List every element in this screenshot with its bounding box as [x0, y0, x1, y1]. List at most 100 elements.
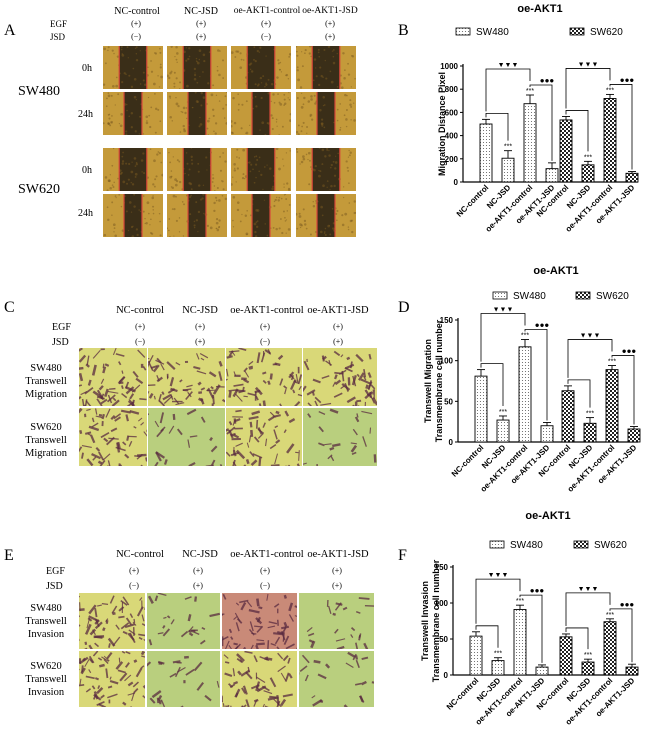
side-label-line: Transwell — [25, 674, 67, 685]
cell-line-sw620: SW620 — [18, 182, 60, 197]
x-tick-label: oe-AKT1-JSD — [596, 443, 639, 486]
chart-d: oe-AKT1 SW480 SW620 0 50 100 150 Transwell Migr… — [423, 265, 641, 494]
egf-sign: (+) — [131, 19, 141, 28]
legend-swatch — [492, 291, 508, 300]
chart-title: oe-AKT1 — [525, 510, 570, 522]
cell-line-sw480: SW480 — [18, 84, 60, 99]
chart-title: oe-AKT1 — [533, 265, 578, 277]
y-tick-label: 0 — [454, 178, 459, 187]
significance-mark: *** — [584, 652, 592, 659]
transwell-image — [218, 347, 305, 411]
egf-sign: (+) — [193, 566, 203, 575]
bar — [479, 123, 493, 183]
x-tick-label: oe-AKT1-JSD — [594, 183, 637, 226]
y-tick-label: 50 — [444, 397, 453, 406]
bar — [535, 666, 549, 676]
col-nc-control: NC-control — [114, 6, 160, 17]
panel-label-b: B — [398, 22, 409, 39]
legend-label: SW620 — [590, 27, 623, 38]
bar — [513, 609, 527, 676]
wound-image — [167, 147, 227, 192]
col-oe-akt1-control: oe-AKT1-control — [230, 305, 304, 316]
significance-mark: *** — [494, 651, 502, 658]
comparison-bracket — [609, 84, 633, 170]
y-tick-label: 100 — [440, 357, 454, 366]
bar — [518, 346, 532, 443]
bracket-mark: ●●● — [620, 75, 635, 84]
bar — [627, 428, 641, 443]
y-axis-label: Migration Distance Pixel — [437, 72, 447, 176]
transwell-image — [290, 651, 377, 711]
comparison-bracket — [565, 68, 611, 109]
side-label-line: Migration — [25, 448, 67, 459]
col-oe-akt1-control: oe-AKT1-control — [233, 6, 301, 16]
col-oe-akt1-jsd: oe-AKT1-JSD — [302, 6, 358, 16]
egf-sign: (+) — [333, 322, 343, 331]
jsd-sign: (+) — [325, 32, 335, 41]
y-tick-label: 1000 — [440, 62, 458, 71]
y-tick-label: 100 — [435, 599, 449, 608]
col-nc-control: NC-control — [116, 549, 164, 560]
egf-sign: (+) — [260, 322, 270, 331]
wound-image — [103, 193, 163, 238]
side-label-line: Migration — [25, 389, 67, 400]
y-tick-label: 150 — [435, 563, 449, 572]
col-nc-jsd: NC-JSD — [182, 549, 218, 560]
wound-image — [166, 45, 227, 90]
legend-label: SW480 — [510, 540, 543, 551]
wound-image — [102, 91, 163, 136]
comparison-bracket — [524, 329, 548, 421]
chart-title: oe-AKT1 — [517, 3, 562, 15]
wound-image — [295, 147, 356, 191]
bar — [559, 119, 573, 183]
jsd-sign: (−) — [135, 337, 145, 346]
side-label-line: Invasion — [27, 629, 65, 640]
jsd-sign: (−) — [261, 32, 271, 41]
panel-e: NC-control NC-JSD oe-AKT1-control oe-AKT… — [0, 525, 395, 740]
side-label-line: Transwell — [25, 376, 67, 387]
comparison-bracket — [480, 313, 526, 362]
wound-image — [103, 147, 165, 192]
comparison-bracket — [565, 110, 589, 152]
panel-label-e: E — [4, 547, 14, 564]
y-axis-label: Transmembrane cell number — [431, 559, 441, 682]
wound-image — [229, 91, 292, 136]
legend-swatch — [575, 291, 591, 300]
side-label-line: SW480 — [30, 603, 62, 614]
transwell-image — [143, 348, 228, 410]
panel-label-c: C — [4, 299, 15, 316]
bracket-mark: ●●● — [622, 347, 637, 356]
transwell-image — [71, 593, 152, 655]
significance-mark: *** — [606, 612, 614, 619]
bar — [581, 661, 595, 676]
transwell-image — [296, 408, 377, 475]
col-nc-jsd: NC-JSD — [182, 305, 218, 316]
comparison-bracket — [529, 84, 553, 161]
y-axis-label: Transwell Migration — [423, 339, 433, 423]
comparison-bracket — [485, 68, 531, 112]
wound-image — [166, 193, 228, 238]
row-label-sw620-invasion: SW620 Transwell Invasion — [18, 660, 74, 699]
transwell-image — [73, 650, 152, 711]
panel-label-d: D — [398, 299, 410, 316]
bar — [523, 103, 537, 183]
chart-b: oe-AKT1 SW480 SW620 0 200 400 600 800 1000Migrat… — [437, 3, 639, 234]
bar — [545, 168, 559, 183]
y-tick-label: 600 — [445, 108, 459, 117]
comparison-bracket — [475, 578, 521, 624]
col-nc-control: NC-control — [116, 305, 164, 316]
bracket-mark: ●●● — [540, 76, 555, 85]
transwell-image — [222, 408, 302, 474]
panel-a: NC-control NC-JSD oe-AKT1-control oe-AKT… — [0, 0, 395, 280]
row-label-jsd: JSD — [52, 337, 69, 348]
wound-image — [294, 194, 357, 237]
wound-image — [167, 91, 229, 136]
jsd-sign: (−) — [260, 581, 270, 590]
significance-mark: *** — [606, 87, 614, 94]
transwell-image — [76, 407, 155, 473]
bar — [625, 666, 639, 676]
egf-sign: (+) — [325, 19, 335, 28]
transwell-image — [214, 593, 308, 654]
row-label-egf: EGF — [52, 322, 71, 333]
y-tick-label: 150 — [440, 316, 454, 325]
